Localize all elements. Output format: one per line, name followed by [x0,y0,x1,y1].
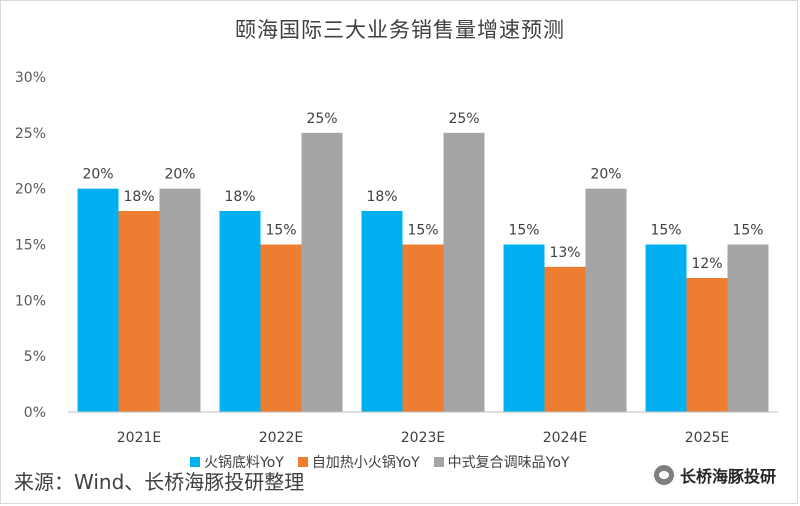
legend-label: 火锅底料YoY [204,455,284,471]
bar-2022E-1 [219,211,261,412]
x-tick-label: 2025E [685,430,729,446]
bar-2025E-2 [686,278,728,412]
y-tick-label: 30% [15,70,46,86]
bar-2021E-1 [77,188,119,412]
brand-logo-icon [653,465,674,485]
data-label: 15% [407,223,438,239]
legend-label: 自加热小火锅YoY [311,455,420,471]
data-labels: 20% 18% 20% 18% 15% 25% 18% 15% 25% 15% 13% 20% 15% 1… [82,111,763,272]
data-label: 15% [508,223,539,239]
data-label: 15% [265,223,296,239]
y-tick-label: 25% [15,126,46,142]
source-note: 来源：Wind、长桥海豚投研整理 [14,470,305,494]
y-tick-label: 0% [24,405,46,421]
bar-2021E-2 [118,211,160,412]
bar-2025E-3 [727,244,769,412]
data-label: 12% [691,256,722,272]
data-label: 20% [164,167,195,183]
x-tick-label: 2022E [259,430,303,446]
data-label: 25% [448,111,479,127]
bar-2024E-2 [544,266,586,412]
data-label: 25% [306,111,337,127]
bar-2024E-3 [585,188,627,412]
x-axis: 2021E 2022E 2023E 2024E 2025E [117,430,729,446]
data-label: 18% [366,189,397,205]
data-label: 13% [549,245,580,261]
legend-label: 中式复合调味品YoY [447,455,570,471]
bars [77,132,769,413]
bar-2023E-3 [443,132,485,413]
y-tick-label: 20% [15,182,46,198]
bar-2022E-2 [260,244,302,412]
data-label: 20% [82,167,113,183]
y-axis: 0% 5% 10% 15% 20% 25% 30% [15,70,46,421]
data-label: 18% [224,189,255,205]
bar-2024E-1 [503,244,545,412]
legend-swatch [433,457,444,467]
brand-mark: 长桥海豚投研 [653,463,776,487]
bar-2025E-1 [645,244,687,412]
data-label: 18% [123,189,154,205]
bar-2021E-3 [159,188,201,412]
bar-2023E-2 [402,244,444,412]
bar-2023E-1 [361,211,403,412]
chart-title: 颐海国际三大业务销售量增速预测 [235,18,565,42]
legend-item: 中式复合调味品YoY [433,452,570,472]
y-tick-label: 5% [24,349,46,365]
y-tick-label: 15% [15,238,46,254]
y-tick-label: 10% [15,293,46,309]
data-label: 15% [650,223,681,239]
legend-item: 自加热小火锅YoY [297,452,420,472]
bar-2022E-3 [301,132,343,413]
x-tick-label: 2024E [543,430,587,446]
legend-swatch [190,457,200,467]
data-label: 20% [590,167,621,183]
x-tick-label: 2021E [117,430,161,446]
data-label: 15% [732,223,763,239]
legend: 火锅底料YoY 自加热小火锅YoY 中式复合调味品YoY [190,452,583,472]
brand-name: 长桥海豚投研 [679,467,776,486]
legend-item: 火锅底料YoY [190,452,284,472]
x-tick-label: 2023E [401,430,445,446]
legend-swatch [297,457,308,467]
